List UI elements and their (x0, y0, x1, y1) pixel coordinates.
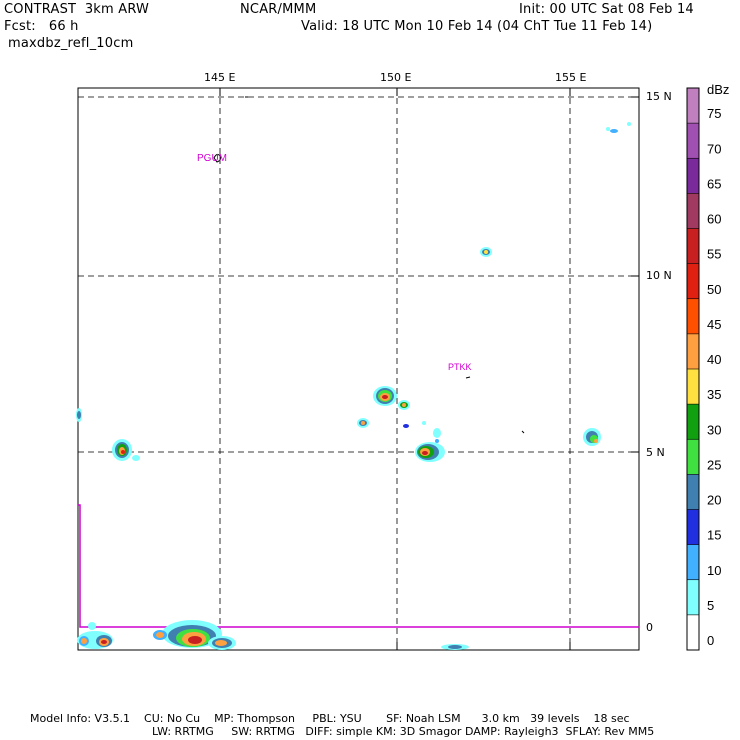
colorbar-level-label: 65 (707, 176, 721, 191)
echo-cell (77, 622, 113, 649)
colorbar-swatch (687, 193, 699, 229)
colorbar-swatch (687, 509, 699, 545)
echo-cell (357, 418, 409, 428)
field-name: maxdbz_refl_10cm (8, 36, 134, 51)
echo-cell (153, 620, 222, 648)
center-title: NCAR/MMM (240, 2, 317, 17)
colorbar-swatch (687, 404, 699, 440)
colorbar-level-label: 75 (707, 106, 721, 121)
reflectivity-cells (76, 122, 631, 650)
colorbar-swatch (687, 579, 699, 615)
colorbar-swatch (687, 88, 699, 124)
echo-cell (583, 428, 601, 446)
model-info-line2: LW: RRTMG SW: RRTMG DIFF: simple KM: 3D … (152, 725, 655, 738)
colorbar-level-label: 15 (707, 528, 721, 543)
colorbar-swatch (687, 123, 699, 159)
colorbar-swatch (687, 369, 699, 405)
colorbar-level-label: 0 (707, 633, 714, 648)
lat-label-5n: 5 N (646, 446, 665, 459)
colorbar-swatch (687, 298, 699, 334)
colorbar-level-label: 60 (707, 212, 721, 227)
lat-label-15n: 15 N (646, 90, 672, 103)
lat-label-0: 0 (646, 621, 653, 634)
init-time: Init: 00 UTC Sat 08 Feb 14 (519, 2, 694, 17)
colorbar-swatch (687, 228, 699, 264)
lat-label-10n: 10 N (646, 269, 672, 282)
lon-label-150: 150 E (380, 71, 412, 84)
colorbar-swatch (687, 158, 699, 194)
echo-cell (415, 421, 445, 462)
valid-time: Valid: 18 UTC Mon 10 Feb 14 (04 ChT Tue … (301, 19, 653, 34)
model-info-line1: Model Info: V3.5.1 CU: No Cu MP: Thompso… (30, 712, 630, 725)
colorbar-level-label: 20 (707, 493, 721, 508)
forecast-hour: Fcst: 66 h (4, 19, 79, 34)
colorbar-level-label: 55 (707, 247, 721, 262)
colorbar-level-label: 30 (707, 422, 721, 437)
colorbar-swatch (687, 614, 699, 650)
colorbar-level-label: 35 (707, 387, 721, 402)
map-frame (77, 87, 640, 651)
lon-label-155: 155 E (555, 71, 587, 84)
coastlines (213, 96, 525, 434)
station-label-pgum: PGUM (197, 153, 227, 164)
colorbar-unit: dBz (707, 82, 729, 97)
graticule (78, 88, 639, 650)
frame-ticks (219, 88, 639, 650)
echo-cell (480, 247, 492, 257)
colorbar-level-label: 45 (707, 317, 721, 332)
colorbar-level-label: 5 (707, 598, 714, 613)
model-title: CONTRAST 3km ARW (4, 2, 150, 17)
colorbar-level-label: 40 (707, 352, 721, 367)
colorbar-swatch (687, 544, 699, 580)
echo-cell (76, 408, 82, 422)
echo-cell (441, 644, 469, 650)
colorbar-swatch (687, 333, 699, 369)
echo-cell (373, 386, 410, 410)
colorbar-level-label: 50 (707, 282, 721, 297)
colorbar-level-label: 10 (707, 563, 721, 578)
station-label-ptkk: PTKK (448, 362, 472, 372)
lon-label-145: 145 E (204, 71, 236, 84)
echo-cell (112, 439, 140, 461)
echo-cell (208, 636, 236, 650)
colorbar-level-label: 25 (707, 457, 721, 472)
domain-boundary (78, 504, 639, 628)
colorbar-swatch (687, 439, 699, 475)
echo-cell (606, 122, 631, 133)
colorbar-swatch (687, 474, 699, 510)
colorbar-swatch (687, 263, 699, 299)
colorbar-level-label: 70 (707, 141, 721, 156)
